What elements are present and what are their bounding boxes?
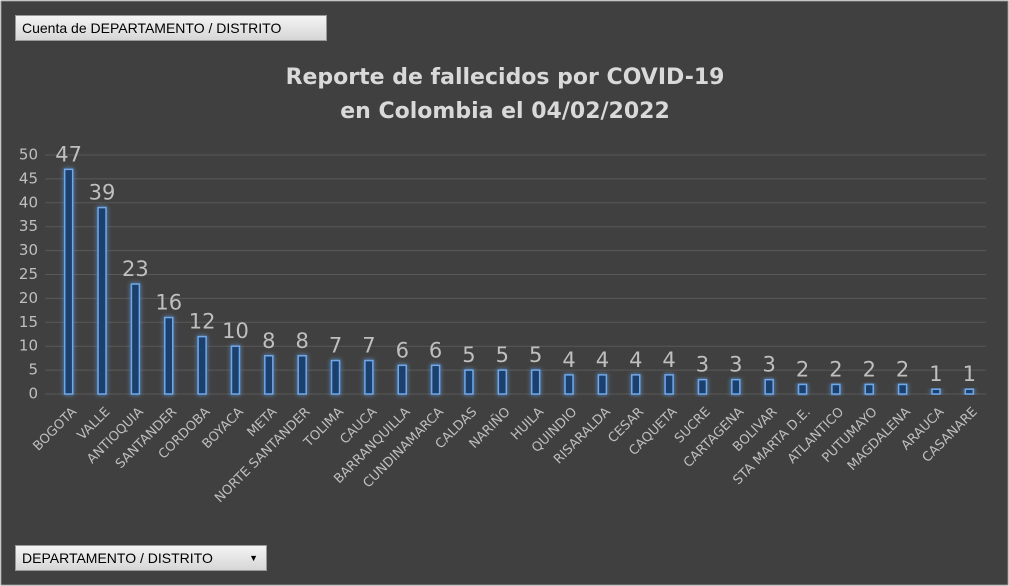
bar <box>63 168 74 395</box>
bar <box>731 378 741 395</box>
data-label: 1 <box>929 362 942 386</box>
data-label: 39 <box>89 181 116 205</box>
bar <box>97 206 107 395</box>
bar <box>297 355 307 395</box>
y-tick-label: 25 <box>19 265 38 283</box>
data-label: 1 <box>963 362 976 386</box>
y-tick-label: 45 <box>19 169 38 187</box>
y-tick-label: 35 <box>19 217 38 235</box>
bar <box>797 383 808 395</box>
data-label: 8 <box>295 329 308 353</box>
data-label: 23 <box>122 257 149 281</box>
bar <box>897 383 908 395</box>
bar <box>264 355 274 395</box>
y-tick-label: 15 <box>19 313 38 331</box>
data-label: 4 <box>562 348 575 372</box>
data-label: 4 <box>596 348 609 372</box>
bar <box>831 383 841 395</box>
y-tick-label: 40 <box>19 193 38 211</box>
bar <box>164 316 174 395</box>
data-label: 3 <box>729 353 742 377</box>
axis-field-button[interactable]: DEPARTAMENTO / DISTRITO ▼ <box>15 545 267 571</box>
data-label: 3 <box>696 353 709 377</box>
bar <box>130 283 141 395</box>
y-tick-label: 5 <box>28 361 38 379</box>
y-tick-label: 30 <box>19 241 38 259</box>
data-label: 12 <box>189 310 216 334</box>
bar <box>931 388 941 395</box>
bar <box>564 374 574 395</box>
bar <box>964 388 975 395</box>
data-label: 2 <box>829 357 842 381</box>
dropdown-arrow[interactable]: ▼ <box>249 553 258 563</box>
y-tick-label: 0 <box>28 385 38 403</box>
data-label: 5 <box>529 343 542 367</box>
bar <box>397 364 407 395</box>
data-label: 7 <box>329 334 342 358</box>
bar <box>230 345 241 395</box>
bar <box>864 383 874 395</box>
y-tick-label: 10 <box>19 337 38 355</box>
bar <box>464 369 474 395</box>
bar <box>330 359 341 395</box>
y-tick-label: 50 <box>19 146 38 164</box>
data-label: 7 <box>362 334 375 358</box>
data-label: 10 <box>222 319 249 343</box>
data-label: 2 <box>796 357 809 381</box>
data-label: 5 <box>496 343 509 367</box>
value-field-button[interactable]: Cuenta de DEPARTAMENTO / DISTRITO <box>15 15 327 41</box>
bar <box>430 364 441 395</box>
data-label: 2 <box>863 357 876 381</box>
bar <box>664 374 674 395</box>
data-label: 6 <box>396 338 409 362</box>
chart-title: en Colombia el 04/02/2022 <box>340 99 670 124</box>
data-label: 47 <box>55 142 82 166</box>
bar <box>597 374 608 395</box>
data-label: 3 <box>762 353 775 377</box>
data-label: 4 <box>629 348 642 372</box>
data-label: 2 <box>896 357 909 381</box>
bar <box>631 374 641 395</box>
bar <box>197 335 207 395</box>
bar <box>497 369 508 395</box>
y-tick-label: 20 <box>19 289 38 307</box>
data-label: 16 <box>155 291 182 315</box>
bar <box>697 378 708 395</box>
axis-field-label: DEPARTAMENTO / DISTRITO <box>22 550 213 566</box>
data-label: 8 <box>262 329 275 353</box>
data-label: 4 <box>662 348 675 372</box>
data-label: 6 <box>429 338 442 362</box>
chart-title: Reporte de fallecidos por COVID-19 <box>286 65 725 90</box>
bar <box>764 378 774 395</box>
data-label: 5 <box>462 343 475 367</box>
bar <box>530 369 541 395</box>
bar <box>364 359 374 395</box>
